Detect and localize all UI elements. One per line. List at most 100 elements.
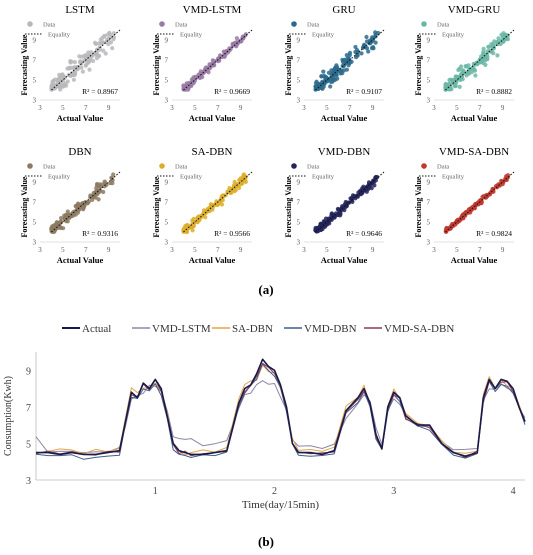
y-tick-label: 3	[427, 97, 431, 105]
y-tick-label: 3	[427, 239, 431, 247]
data-point	[486, 44, 491, 49]
scatter-title: DBN	[68, 146, 91, 158]
data-point	[504, 36, 509, 41]
x-tick-label: 5	[193, 104, 197, 112]
data-point	[181, 227, 186, 232]
data-point	[353, 44, 358, 50]
data-point	[94, 183, 100, 188]
data-point	[198, 69, 203, 74]
x-tick-label: 7	[478, 104, 482, 112]
scatter-title: VMD-GRU	[448, 4, 501, 16]
data-point	[234, 36, 239, 41]
data-point	[57, 72, 62, 77]
y-tick-label: 5	[26, 439, 31, 450]
data-point	[190, 228, 195, 233]
r-squared-label: R² = 0.9646	[346, 229, 382, 238]
data-point	[240, 34, 245, 39]
y-tick-label: 5	[33, 219, 37, 227]
x-tick-label: 9	[501, 104, 505, 112]
data-point	[89, 50, 94, 55]
legend-series-label: VMD-DBN	[304, 323, 357, 335]
data-point	[336, 207, 341, 212]
equality-line	[51, 171, 121, 233]
r-squared-label: R² = 0.8882	[476, 87, 512, 96]
legend-marker-data	[291, 163, 297, 169]
data-point	[91, 52, 97, 57]
y-tick-label: 3	[33, 97, 37, 105]
data-point	[79, 65, 84, 70]
data-point	[102, 179, 107, 184]
data-point	[196, 217, 202, 222]
data-point	[495, 53, 500, 58]
x-tick-label: 5	[61, 104, 65, 112]
series-line	[35, 362, 526, 458]
data-point	[83, 63, 88, 68]
y-tick-label: 5	[427, 77, 431, 85]
x-tick-label: 3	[38, 246, 42, 254]
data-point	[108, 40, 114, 45]
y-tick-label: 3	[297, 239, 301, 247]
y-axis-label: Forecasting Value	[152, 176, 161, 237]
x-tick-label: 3	[38, 104, 42, 112]
data-point	[110, 46, 115, 51]
x-axis-label: Actual Value	[57, 255, 104, 265]
legend-marker-data	[27, 21, 33, 27]
panel-b-label: (b)	[258, 534, 274, 549]
data-point	[65, 209, 70, 214]
data-point	[191, 221, 197, 226]
x-tick-label: 7	[478, 246, 482, 254]
x-tick-label: 9	[371, 104, 375, 112]
y-tick-label: 3	[165, 97, 169, 105]
data-point	[210, 205, 215, 210]
data-point	[373, 40, 378, 45]
legend-marker-data	[291, 21, 297, 27]
y-axis-label: Forecasting Value	[20, 34, 29, 95]
data-point	[343, 57, 348, 62]
x-tick-label: 1	[153, 486, 158, 497]
data-point	[99, 182, 104, 187]
data-point	[80, 69, 85, 74]
x-axis-label: Actual Value	[57, 113, 104, 123]
data-point	[75, 210, 80, 215]
data-point	[191, 77, 196, 82]
data-point	[319, 74, 324, 79]
data-point	[497, 183, 502, 188]
data-point	[328, 84, 333, 89]
legend-marker-data	[27, 163, 33, 169]
data-point	[52, 86, 57, 91]
y-tick-label: 7	[33, 57, 37, 65]
data-point	[109, 175, 114, 180]
scatter-title: SA-DBN	[192, 146, 233, 158]
data-point	[58, 87, 63, 92]
data-point	[101, 189, 106, 195]
data-point	[329, 68, 334, 73]
data-point	[185, 223, 190, 228]
x-tick-label: 3	[302, 104, 306, 112]
series-line	[35, 364, 526, 456]
data-point	[56, 77, 62, 82]
data-point	[240, 176, 245, 181]
data-point	[344, 53, 349, 58]
series-line	[36, 358, 526, 458]
data-point	[331, 76, 336, 81]
data-point	[65, 219, 70, 224]
x-tick-label: 5	[455, 104, 459, 112]
data-point	[460, 215, 465, 220]
data-point	[479, 58, 484, 63]
y-tick-label: 5	[33, 77, 37, 85]
data-point	[455, 220, 460, 225]
y-tick-label: 7	[33, 199, 37, 207]
data-point	[330, 79, 335, 84]
data-point	[324, 75, 329, 80]
line-chart: Actual VMD-LSTM SA-DBN VMD-DBN VMD-SA-DBN 3 5 7…	[3, 323, 526, 511]
data-point	[87, 67, 92, 72]
x-tick-label: 2	[272, 486, 277, 497]
y-tick-label: 3	[297, 97, 301, 105]
data-point	[316, 86, 321, 91]
data-point	[335, 212, 340, 218]
data-point	[483, 62, 488, 67]
